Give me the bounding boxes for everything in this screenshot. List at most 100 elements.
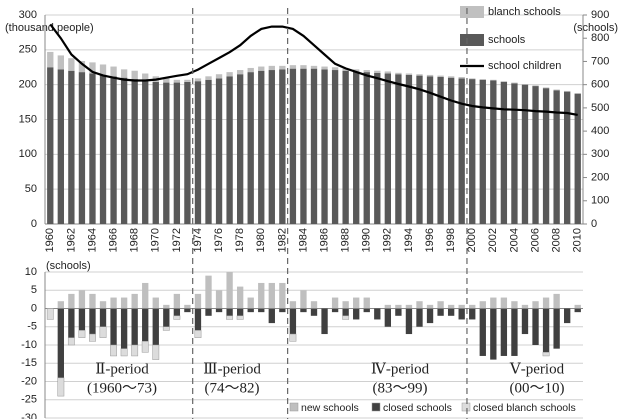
x-tick-label: 1972 [171,228,183,252]
x-tick-label: 2008 [551,228,563,252]
bar [268,308,275,324]
bar [511,308,518,356]
bar [447,304,455,309]
bar [173,79,181,83]
bar [194,330,202,338]
bar [300,65,307,69]
bar [395,74,402,224]
y-tick-label: 10 [25,266,37,278]
bar [342,301,349,309]
bar [289,68,297,224]
bar [310,68,318,224]
bar [374,308,381,320]
y-tick-label: 0 [31,218,37,230]
bar [574,308,581,313]
bar [469,304,476,309]
bar [553,308,560,349]
y-tick-label: 50 [25,183,37,195]
bar [247,308,254,313]
bar [247,72,254,224]
bar [521,308,529,335]
bar [374,72,381,224]
bar [268,282,275,309]
bar [184,81,191,224]
y-axis-title: (thousand people) [5,22,94,34]
bar [310,65,318,69]
annotation: Ⅴ-period [509,361,565,377]
bar [458,308,465,320]
bar [353,297,360,309]
bar [110,297,117,309]
bar [67,337,75,346]
bar [342,68,349,71]
bar [142,308,149,342]
bar [469,78,476,80]
bar [500,81,508,224]
bar [162,326,170,331]
bar [310,308,318,316]
x-tick-label: 2000 [466,228,478,252]
bar [68,293,75,309]
bar [542,308,550,353]
bar [236,315,244,320]
bar [384,308,392,327]
bar [479,79,486,80]
bar [342,308,349,316]
bar [363,72,370,224]
y2-tick-label: 0 [591,218,597,230]
bar [205,275,212,309]
bar [564,91,571,224]
bar [131,70,138,80]
y-tick-label: -30 [21,412,37,419]
bar [416,301,423,309]
bar [289,301,297,309]
x-tick-label: 1968 [129,228,141,252]
bar [511,83,518,224]
bar [426,308,434,324]
bar [68,70,75,224]
bar [131,293,138,309]
bar [353,69,360,72]
bar [99,308,107,327]
legend-label: schools [488,34,526,46]
bar [120,348,128,357]
bar [447,77,455,224]
legend-swatch [460,34,484,46]
bar [469,79,476,225]
annotation: Ⅲ-period [203,361,261,377]
bar [490,308,497,360]
bar [437,75,444,78]
bar [521,83,529,85]
bar [46,308,54,320]
bar [300,290,307,309]
bar [342,315,350,320]
bar [152,308,159,345]
y2-tick-label: 600 [591,79,609,91]
bar [89,333,96,342]
x-tick-label: 1986 [318,228,330,252]
bar [300,68,307,224]
annotation: Ⅱ-period [95,361,149,377]
bar [194,81,202,224]
bar [479,301,486,309]
bar [500,81,508,82]
bar [310,301,318,309]
bar [205,308,212,316]
bar [363,308,370,313]
bar [78,308,86,331]
bar [363,70,370,73]
bar [279,308,286,313]
bar [574,93,581,225]
x-tick-label: 2004 [508,228,520,252]
x-tick-label: 1988 [340,228,352,252]
x-tick-label: 2002 [487,228,499,252]
bar [279,282,286,309]
bar [426,304,434,309]
y-tick-label: 5 [31,284,37,296]
bar [57,69,64,224]
bar [152,81,159,224]
y-tick-label: -20 [21,375,37,387]
bar [215,78,223,224]
bar [247,297,254,309]
bar [395,308,402,316]
